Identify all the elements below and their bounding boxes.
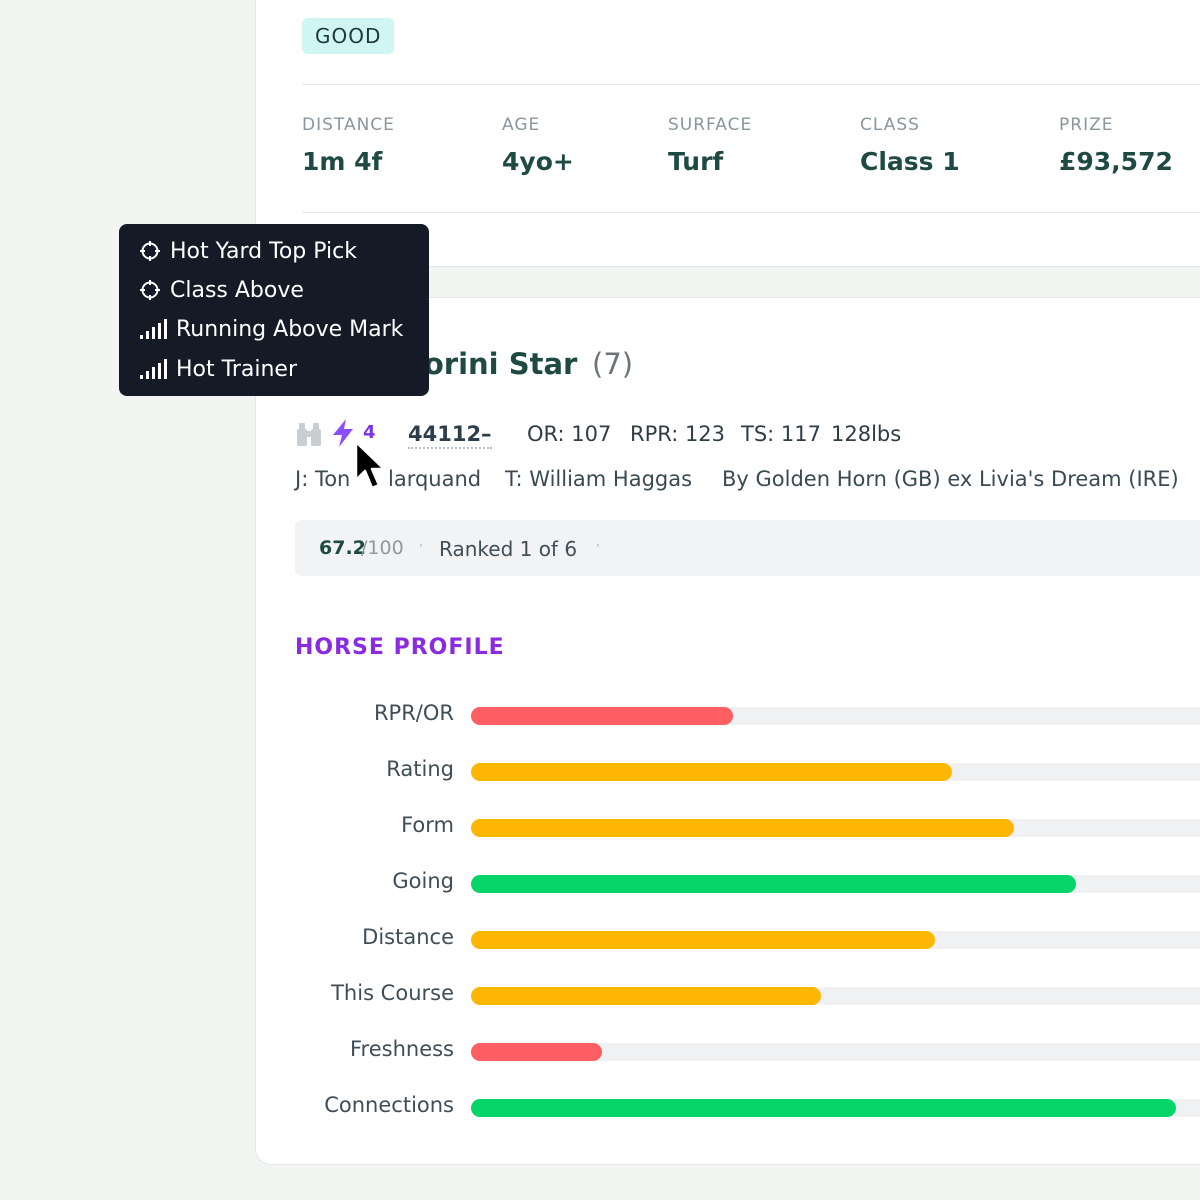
breeding: By Golden Horn (GB) ex Livia's Dream (IR…: [722, 467, 1179, 491]
metric-fill: [471, 1043, 603, 1061]
metric-label: Form: [401, 813, 454, 837]
profile-metric: RPR/OR: [300, 701, 1200, 731]
metric-fill: [471, 987, 821, 1005]
mouse-cursor-icon: [354, 440, 390, 504]
metric-label: Going: [392, 869, 454, 893]
profile-metric: Distance: [300, 925, 1200, 955]
metric-track: [471, 707, 1200, 725]
stat-value: £93,572: [1059, 147, 1173, 176]
stat-distance: DISTANCE 1m 4f: [302, 115, 395, 176]
horse-name[interactable]: torini Star: [410, 347, 578, 381]
profile-metric: Rating: [300, 757, 1200, 787]
rank-text: Ranked 1 of 6: [439, 537, 578, 561]
tooltip-item: Running Above Mark: [139, 314, 403, 344]
profile-metric: Connections: [300, 1093, 1200, 1123]
metric-track: [471, 875, 1200, 893]
metric-fill: [471, 875, 1077, 893]
stat-surface: SURFACE Turf: [668, 115, 752, 176]
stat-label: SURFACE: [668, 115, 753, 135]
score-summary: 67.2 /100 · Ranked 1 of 6 ·: [295, 520, 1200, 576]
tooltip-label: Running Above Mark: [176, 316, 404, 342]
race-info-card: [255, 0, 1200, 267]
tooltip-label: Hot Yard Top Pick: [170, 238, 357, 264]
metric-fill: [471, 819, 1015, 837]
separator-dot: ·: [595, 535, 602, 557]
topspeed-rating: TS: 117: [741, 422, 821, 446]
score-max: /100: [361, 537, 404, 559]
jockey-suffix[interactable]: larquand: [388, 467, 482, 491]
profile-metric: This Course: [300, 981, 1200, 1011]
metric-label: Distance: [362, 925, 454, 949]
crosshair-icon: [140, 241, 160, 261]
metric-track: [471, 1043, 1200, 1061]
horse-profile-title: HORSE PROFILE: [295, 635, 505, 660]
tooltip-item: Class Above: [139, 275, 304, 305]
weight: 128lbs: [831, 422, 902, 446]
signal-bars-icon: [140, 359, 167, 379]
profile-metric: Form: [300, 813, 1200, 843]
stat-age: AGE 4yo+: [502, 115, 574, 176]
stat-value: 1m 4f: [302, 147, 383, 176]
runner-card: [255, 297, 1200, 1165]
stat-label: AGE: [502, 115, 541, 135]
metric-fill: [471, 1099, 1176, 1117]
horse-draw: (7): [592, 347, 634, 381]
metric-track: [471, 763, 1200, 781]
tooltip-item: Hot Trainer: [139, 354, 297, 384]
going-badge: GOOD: [302, 18, 395, 54]
profile-metric: Going: [300, 869, 1200, 899]
metric-track: [471, 987, 1200, 1005]
stat-label: CLASS: [860, 115, 920, 135]
metric-label: Freshness: [349, 1037, 454, 1061]
metric-label: This Course: [331, 981, 454, 1005]
tooltip-label: Class Above: [170, 277, 304, 303]
insights-tooltip: Hot Yard Top Pick Class Above Running Ab…: [119, 224, 429, 396]
tooltip-item: Hot Yard Top Pick: [139, 236, 357, 266]
score-value: 67.2: [319, 537, 366, 559]
form-figures[interactable]: 44112–: [408, 422, 492, 449]
metric-label: Connections: [324, 1093, 454, 1117]
metric-fill: [471, 707, 734, 725]
tooltip-label: Hot Trainer: [176, 356, 297, 382]
binoculars-icon[interactable]: [295, 421, 323, 451]
metric-track: [471, 819, 1200, 837]
crosshair-icon: [140, 280, 160, 300]
stat-value: Turf: [668, 147, 724, 176]
stat-value: Class 1: [860, 147, 960, 176]
metric-fill: [471, 931, 936, 949]
race-stats: DISTANCE 1m 4f AGE 4yo+ SURFACE Turf CLA…: [302, 84, 1200, 213]
lightning-bolt-icon[interactable]: [330, 418, 356, 452]
rpr-rating: RPR: 123: [630, 422, 726, 446]
signal-bars-icon: [140, 319, 167, 339]
separator-dot: ·: [418, 535, 425, 557]
stat-label: PRIZE: [1059, 115, 1114, 135]
metric-label: RPR/OR: [373, 701, 454, 725]
jockey-prefix[interactable]: J: Ton: [295, 467, 351, 491]
trainer[interactable]: T: William Haggas: [505, 467, 693, 491]
official-rating: OR: 107: [527, 422, 612, 446]
metric-label: Rating: [386, 757, 454, 781]
bolt-count: 4: [363, 422, 376, 443]
stat-value: 4yo+: [502, 147, 574, 176]
stat-class: CLASS Class 1: [860, 115, 960, 176]
metric-track: [471, 1099, 1200, 1117]
metric-fill: [471, 763, 953, 781]
metric-track: [471, 931, 1200, 949]
profile-metric: Freshness: [300, 1037, 1200, 1067]
stat-label: DISTANCE: [302, 115, 395, 135]
stat-prize: PRIZE £93,572: [1059, 115, 1173, 176]
